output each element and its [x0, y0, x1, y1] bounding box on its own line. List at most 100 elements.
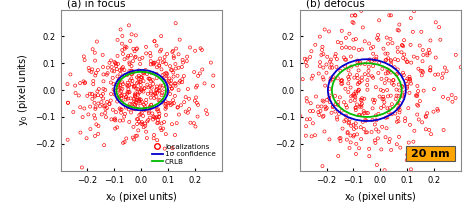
Point [323, 98, 331, 102]
Point [303, 96, 310, 100]
Point [81, 81, 89, 84]
Point [322, 108, 329, 111]
Legend: localizations, 1σ confidence, CRLB: localizations, 1σ confidence, CRLB [150, 142, 218, 167]
Point [347, 65, 355, 68]
Point [439, 72, 447, 75]
Point [190, 121, 198, 125]
Point [135, 74, 143, 77]
Point [170, 54, 177, 58]
Point [316, 113, 323, 117]
Point [392, 97, 400, 101]
Point [403, 85, 411, 88]
Point [128, 64, 136, 68]
Point [130, 102, 138, 106]
Point [393, 120, 401, 123]
Point [327, 77, 334, 80]
Point [383, 88, 391, 92]
Point [334, 103, 342, 107]
Point [137, 98, 145, 101]
Point [350, 21, 357, 25]
Point [420, 89, 428, 92]
Point [157, 48, 165, 51]
Point [400, 39, 408, 42]
Point [354, 60, 361, 64]
Point [364, 83, 371, 86]
Point [346, 146, 353, 150]
Point [127, 79, 134, 82]
Point [345, 77, 353, 81]
Point [130, 71, 137, 74]
Point [158, 128, 165, 132]
Point [404, 106, 412, 110]
Point [109, 108, 117, 112]
Point [328, 63, 335, 66]
Point [381, 169, 388, 172]
Point [331, 55, 339, 58]
Point [352, 122, 359, 125]
Point [352, 152, 360, 156]
Point [369, 64, 377, 68]
Point [111, 117, 119, 120]
Point [90, 82, 97, 86]
Point [332, 52, 339, 56]
Point [355, 88, 363, 91]
Point [159, 76, 166, 80]
Point [175, 66, 182, 70]
Point [162, 104, 169, 107]
Point [302, 125, 310, 128]
Point [424, 52, 431, 55]
Point [416, 99, 424, 103]
Point [175, 113, 182, 116]
Point [202, 109, 210, 112]
Point [115, 87, 123, 90]
Point [133, 122, 141, 126]
Point [133, 98, 141, 102]
Point [417, 69, 424, 73]
Point [193, 101, 201, 105]
Point [318, 53, 325, 57]
Point [375, 130, 383, 133]
Point [403, 153, 411, 156]
Point [387, 63, 395, 66]
Point [299, 78, 307, 81]
Point [136, 91, 143, 94]
Point [357, 137, 365, 141]
Point [165, 77, 173, 80]
Point [396, 106, 403, 109]
Point [343, 106, 351, 109]
Point [191, 125, 199, 128]
Point [407, 168, 415, 171]
Point [419, 48, 427, 52]
Point [365, 65, 373, 68]
Point [142, 68, 149, 72]
Point [315, 110, 322, 114]
Point [178, 65, 186, 69]
Point [118, 90, 125, 93]
Point [395, 94, 402, 98]
Point [397, 146, 404, 149]
Point [316, 60, 324, 64]
Point [173, 121, 181, 125]
Point [318, 105, 325, 108]
Point [101, 88, 109, 92]
Point [153, 115, 161, 119]
Point [76, 81, 84, 85]
Point [107, 99, 115, 102]
Point [81, 107, 88, 110]
Point [345, 69, 352, 72]
Point [419, 60, 426, 63]
Point [147, 103, 155, 107]
Point [337, 139, 344, 143]
Point [184, 87, 191, 91]
Point [320, 130, 328, 133]
Point [361, 62, 369, 66]
Point [89, 97, 96, 100]
Point [131, 56, 139, 59]
Point [387, 60, 395, 63]
Point [191, 49, 199, 53]
Point [93, 90, 101, 93]
Point [402, 79, 410, 83]
Point [367, 47, 374, 50]
Point [361, 40, 369, 43]
Point [167, 103, 174, 107]
